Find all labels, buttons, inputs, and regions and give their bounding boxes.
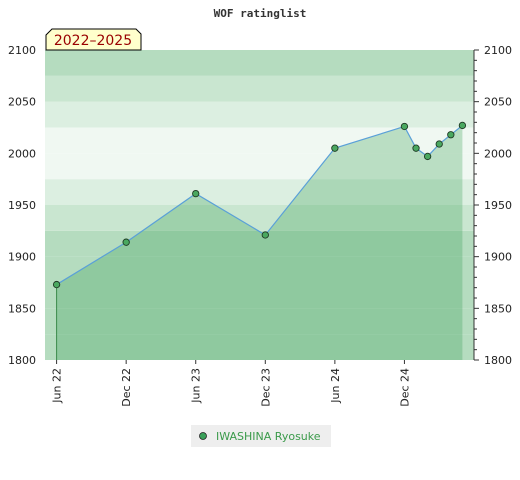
x-tick-label: Jun 22 [51, 368, 64, 404]
rating-area-fill [56, 125, 463, 360]
legend-label: IWASHINA Ryosuke [216, 430, 321, 443]
y-tick-label-right: 1800 [484, 354, 512, 367]
background-band [45, 101, 474, 128]
data-point [400, 122, 409, 131]
data-point [435, 140, 443, 148]
x-tick-label: Jun 23 [190, 368, 203, 404]
rating-points [52, 121, 467, 289]
legend-marker [199, 432, 207, 440]
period-label: 2022–2025 [54, 33, 132, 49]
data-point [192, 189, 200, 198]
y-axis-left: 1800 1850 1900 1950 2000 2050 2100 [8, 44, 36, 367]
data-point [52, 280, 61, 289]
y-tick-label: 1900 [8, 251, 36, 264]
y-tick-label: 2000 [8, 147, 36, 160]
x-axis: Jun 22 Dec 22 Jun 23 Dec 23 Jun 24 Dec 24 [51, 360, 411, 407]
background-band [45, 205, 474, 231]
period-badge: 2022–2025 [45, 28, 142, 51]
y-tick-label-right: 2000 [484, 147, 512, 160]
background-band [45, 153, 474, 180]
background-band [45, 230, 474, 257]
y-tick-label: 1800 [8, 354, 36, 367]
x-tick-label: Dec 22 [120, 368, 133, 407]
y-tick-label: 2050 [8, 96, 36, 109]
y-tick-label: 2100 [8, 44, 36, 57]
data-point [458, 121, 467, 130]
data-point [423, 152, 432, 161]
background-band [45, 308, 474, 335]
y-tick-label-right: 2050 [484, 96, 512, 109]
legend[interactable]: IWASHINA Ryosuke [191, 425, 331, 447]
background-band [45, 179, 474, 205]
data-point [447, 131, 455, 139]
y-tick-label-right: 2100 [484, 44, 512, 57]
x-tick-label: Dec 23 [259, 368, 272, 407]
y-tick-label-right: 1950 [484, 199, 512, 212]
background-band [45, 50, 474, 76]
data-point [122, 238, 130, 246]
background-band [45, 256, 474, 283]
data-point [261, 231, 269, 239]
y-tick-label-right: 1900 [484, 251, 512, 264]
data-point [331, 144, 339, 152]
y-tick-label: 1850 [8, 302, 36, 315]
background-bands [45, 50, 474, 360]
y-tick-label: 1950 [8, 199, 36, 212]
background-band [45, 127, 474, 154]
background-band [45, 282, 474, 309]
chart-title: WOF ratinglist [214, 7, 307, 20]
x-tick-label: Dec 24 [398, 368, 411, 407]
y-tick-label-right: 1850 [484, 302, 512, 315]
background-band [45, 75, 474, 102]
y-axis-right: 1800 1850 1900 1950 2000 2050 2100 [473, 44, 512, 367]
x-tick-label: Jun 24 [329, 368, 342, 404]
data-point [412, 144, 420, 152]
background-band [45, 334, 474, 360]
